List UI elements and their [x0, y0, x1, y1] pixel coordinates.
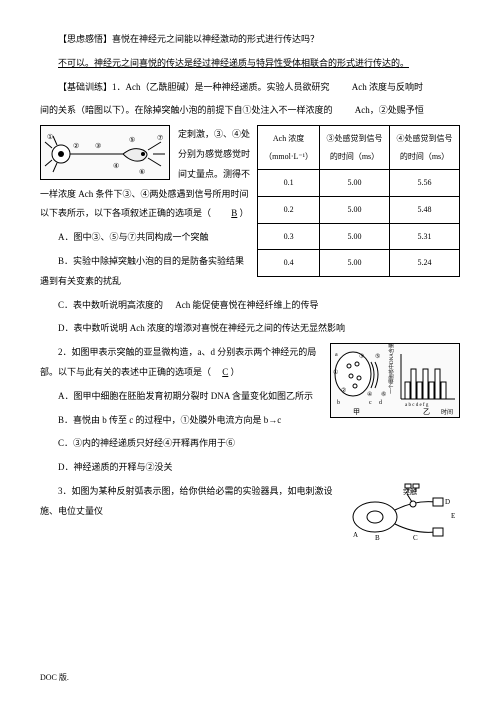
svg-text:⑤: ⑤ — [129, 136, 135, 144]
opt-c: C．表中数听说明高浓度的 Ach 能促使喜悦在神经纤维上的传导 — [40, 296, 460, 316]
svg-text:③: ③ — [95, 142, 101, 150]
svg-text:⑥: ⑥ — [139, 168, 145, 176]
q2-answer: C — [222, 367, 228, 377]
table-row: 0.45.005.24 — [258, 250, 460, 277]
th-conc: Ach 浓度 （mmol·L⁻¹） — [258, 126, 320, 170]
svg-text:⑦: ⑦ — [157, 134, 163, 142]
svg-text:④: ④ — [113, 162, 119, 170]
base-train-line2: 间的关系（暗图以下）。在除掉突触小泡的前提下自①处注入不一样浓度的 Ach，②处… — [40, 101, 460, 121]
svg-text:D: D — [445, 498, 450, 506]
svg-text:A: A — [353, 531, 358, 539]
svg-text:时间: 时间 — [441, 408, 453, 416]
svg-text:b: b — [337, 400, 340, 406]
svg-text:⑤: ⑤ — [375, 353, 380, 360]
ach-table: Ach 浓度 （mmol·L⁻¹） ③处感觉到信号的时间（ms） ④处感觉到信号… — [257, 125, 460, 277]
th-t3: ③处感觉到信号的时间（ms） — [320, 126, 390, 170]
think-answer: 不可以。神经元之间喜悦的传达是经过神经递质与特异性受体相联合的形式进行传达的。 — [40, 54, 460, 74]
bt-text-2a: 间的关系（暗图以下）。在除掉突触小泡的前提下自①处注入不一样浓度的 — [40, 105, 333, 115]
table-row: 0.15.005.56 — [258, 170, 460, 197]
q2-opt-c: C．③内的神经递质只好经④开释再作用于⑥ — [40, 434, 460, 454]
bt-text-1: 【基础训练】1．Ach（乙酰胆碱）是一种神经递质。实验人员欲研究 — [58, 82, 330, 92]
svg-text:⑥: ⑥ — [381, 391, 386, 398]
base-train-line1: 【基础训练】1．Ach（乙酰胆碱）是一种神经递质。实验人员欲研究 Ach 浓度与… — [40, 78, 460, 98]
data-table-wrap: Ach 浓度 （mmol·L⁻¹） ③处感觉到信号的时间（ms） ④处感觉到信号… — [257, 125, 460, 277]
think-question: 【思虑感悟】喜悦在神经元之间能以神经激动的形式进行传达吗？ — [40, 30, 460, 50]
svg-text:乙: 乙 — [423, 408, 430, 416]
bt-ans-tail: ） — [240, 208, 249, 218]
opt-c-1: C．表中数听说明高浓度的 — [58, 300, 163, 310]
bt-seg-a: Ach 浓度与反响时 — [352, 82, 423, 92]
svg-text:甲: 甲 — [353, 408, 360, 416]
neuron-svg: ① ② ③ ④ ⑤ ⑥ ⑦ — [43, 128, 169, 179]
svg-text:C: C — [413, 534, 418, 542]
q2-text: 2．如图甲表示突触的亚显微构造，a、d 分别表示两个神经元的局部。以下与此有关的… — [40, 347, 316, 377]
svg-text:①: ① — [333, 369, 338, 376]
neuron-figure: ① ② ③ ④ ⑤ ⑥ ⑦ — [40, 125, 170, 180]
synapse-figure: a b c d ① ② ③ ④ ⑤ ⑥ 甲 一个细胞核中DNA含量 a b c … — [330, 343, 460, 418]
th-t4: ④处感觉到信号的时间（ms） — [390, 126, 460, 170]
th-conc-l2: （mmol·L⁻¹） — [264, 152, 313, 161]
svg-text:②: ② — [73, 142, 79, 150]
svg-text:c: c — [369, 400, 372, 406]
th-conc-l1: Ach 浓度 — [273, 134, 304, 143]
svg-text:d: d — [379, 400, 382, 406]
opt-d: D．表中数听说明 Ach 浓度的增添对喜悦在神经元之间的传达无显然影响 — [40, 319, 460, 339]
svg-text:③: ③ — [359, 353, 364, 360]
svg-text:②: ② — [341, 387, 346, 394]
svg-text:一个细胞核中DNA含量: 一个细胞核中DNA含量 — [388, 344, 395, 394]
q2-tail: ） — [231, 367, 240, 377]
footer: DOC 版. — [40, 669, 69, 687]
opt-c-2: Ach 能促使喜悦在神经纤维上的传导 — [175, 300, 318, 310]
svg-text:B: B — [375, 534, 380, 542]
q2-opt-d: D．神经递质的开释与②没关 — [40, 458, 460, 478]
synapse-svg: a b c d ① ② ③ ④ ⑤ ⑥ 甲 一个细胞核中DNA含量 a b c … — [331, 344, 459, 417]
table-row: 0.25.005.48 — [258, 196, 460, 223]
bt-answer: B — [231, 208, 237, 218]
svg-text:④: ④ — [367, 391, 372, 398]
reflex-svg: 突触 D E C B A — [345, 482, 460, 542]
bt-seg-b: Ach，②处赐予恒 — [355, 105, 424, 115]
reflex-figure: 突触 D E C B A — [345, 482, 460, 542]
svg-text:①: ① — [47, 133, 53, 141]
svg-text:E: E — [451, 512, 455, 520]
table-row: 0.35.005.31 — [258, 223, 460, 250]
svg-text:a: a — [335, 352, 338, 358]
